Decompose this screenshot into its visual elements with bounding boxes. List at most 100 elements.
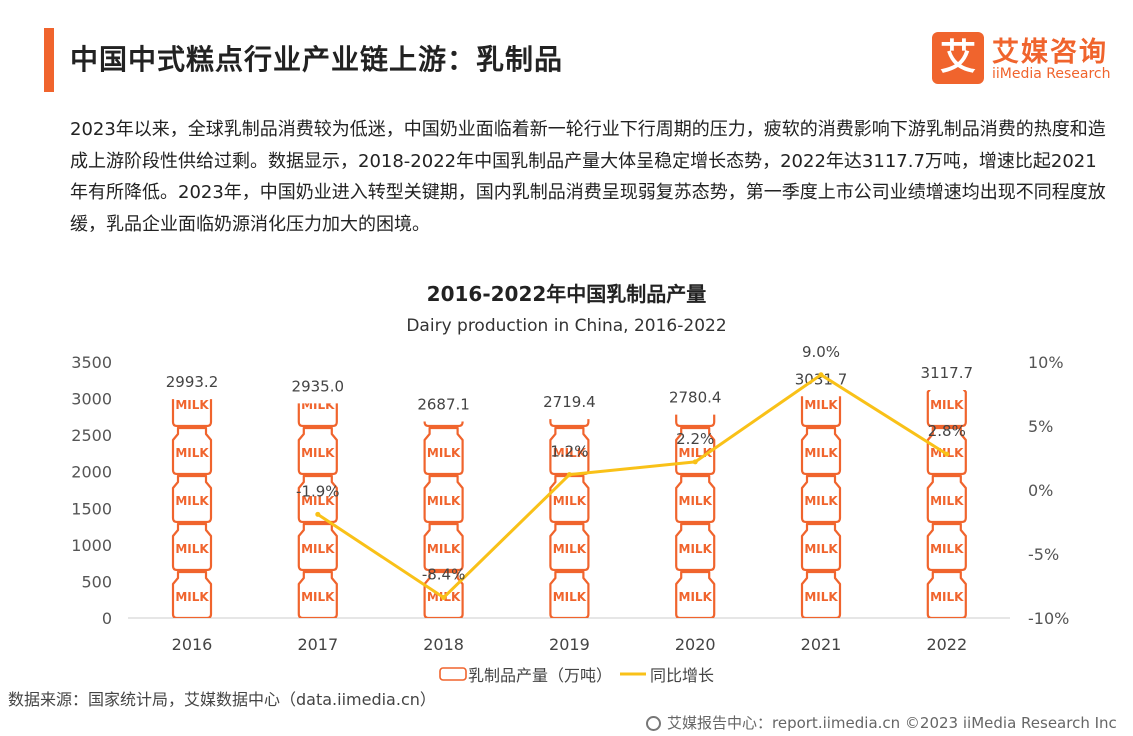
bar-unit: MILK (675, 570, 716, 618)
growth-point (818, 372, 824, 378)
y-left-tick-label: 500 (81, 572, 112, 591)
bar-unit: MILK (800, 522, 842, 572)
milk-carton-text: MILK (553, 446, 587, 460)
bar-unit: MILK (171, 474, 213, 524)
bar-unit: MILK (171, 426, 213, 476)
legend-item-bar: 乳制品产量（万吨） (439, 666, 612, 685)
bar-value-label: 2780.4 (669, 389, 722, 407)
milk-carton-icon (171, 399, 213, 428)
growth-point (566, 472, 572, 478)
milk-carton-icon (926, 570, 967, 619)
growth-value-label: 1.2% (550, 443, 588, 461)
milk-carton-text: MILK (804, 398, 838, 412)
milk-carton-icon (549, 522, 590, 572)
milk-carton-text: MILK (301, 542, 335, 556)
title-accent-bar (44, 28, 54, 92)
milk-carton-text: MILK (553, 542, 587, 556)
growth-point (692, 459, 698, 465)
milk-carton-icon (171, 522, 213, 572)
y-left-tick-label: 2500 (71, 426, 112, 445)
milk-carton-text: MILK (175, 494, 209, 508)
legend-milk-icon (439, 667, 467, 681)
globe-icon (646, 716, 661, 731)
milk-carton-text: MILK (301, 398, 335, 412)
growth-value-label: 2.2% (676, 430, 714, 448)
bar-2017: MILK MILK MILK MILK MILK (297, 398, 338, 618)
logo-text-en: iiMedia Research (992, 66, 1111, 82)
y-left-tick-label: 3500 (71, 353, 112, 372)
bar-unit: MILK (171, 398, 213, 428)
milk-carton-text: MILK (427, 542, 461, 556)
y-left-tick-label: 3000 (71, 390, 112, 409)
chart-title: 2016-2022年中国乳制品产量 (426, 282, 707, 306)
milk-carton-icon (549, 419, 590, 428)
growth-point (441, 595, 447, 601)
milk-carton-icon (297, 403, 338, 428)
bar-value-label: 2935.0 (292, 377, 345, 395)
bar-unit: MILK (171, 570, 213, 618)
description-paragraph: 2023年以来，全球乳制品消费较为低迷，中国奶业面临着新一轮行业下行周期的压力，… (70, 119, 1106, 235)
bar-unit: MILK (423, 522, 464, 572)
growth-value-label: -8.4% (422, 566, 466, 584)
y-right-tick-label: -10% (1028, 609, 1069, 628)
bar-unit: MILK (675, 522, 716, 572)
bar-value-label: 2993.2 (166, 373, 219, 391)
milk-carton-text: MILK (301, 494, 335, 508)
milk-carton-text: MILK (804, 446, 838, 460)
page-title: 中国中式糕点行业产业链上游：乳制品 (70, 43, 564, 76)
milk-carton-icon (297, 570, 338, 618)
growth-point (315, 511, 321, 517)
logo-mark-icon: 艾 (932, 32, 984, 84)
milk-carton-text: MILK (679, 590, 713, 604)
growth-line (316, 373, 948, 600)
milk-carton-icon (171, 570, 213, 618)
x-tick-label: 2019 (549, 635, 590, 654)
milk-carton-text: MILK (804, 542, 838, 556)
milk-carton-icon (423, 421, 464, 428)
x-tick-label: 2022 (926, 635, 967, 654)
milk-carton-text: MILK (930, 398, 964, 412)
bar-unit: MILK (297, 398, 338, 428)
bar-unit: MILK (675, 414, 716, 428)
y-right-tick-label: -5% (1028, 545, 1059, 564)
legend-label: 乳制品产量（万吨） (468, 666, 612, 685)
bar-unit: MILK (423, 474, 464, 524)
y-right-tick-label: 10% (1028, 353, 1064, 372)
milk-carton-icon (800, 522, 842, 572)
bar-unit: MILK (926, 474, 967, 524)
milk-carton-icon (675, 570, 716, 618)
milk-carton-icon (423, 570, 464, 618)
milk-carton-icon (423, 426, 464, 476)
bar-unit: MILK (800, 426, 842, 476)
bar-unit: MILK (549, 474, 590, 524)
milk-carton-icon (800, 426, 842, 476)
legend: 乳制品产量（万吨） 同比增长 (439, 666, 714, 685)
y-right-tick-label: 5% (1028, 417, 1053, 436)
milk-carton-text: MILK (427, 446, 461, 460)
milk-carton-icon (926, 426, 967, 476)
milk-carton-text: MILK (679, 542, 713, 556)
chart-subtitle: Dairy production in China, 2016-2022 (406, 316, 727, 336)
milk-carton-icon (926, 474, 967, 524)
milk-carton-text: MILK (930, 542, 964, 556)
bar-unit: MILK (297, 474, 338, 524)
brand-logo: 艾 艾媒咨询 iiMedia Research (932, 30, 1122, 86)
milk-carton-text: MILK (175, 398, 209, 412)
x-tick-label: 2018 (423, 635, 464, 654)
milk-carton-icon (549, 474, 590, 524)
milk-carton-text: MILK (553, 590, 587, 604)
y-left-tick-label: 2000 (71, 463, 112, 482)
milk-carton-icon (675, 522, 716, 572)
growth-value-label: -1.9% (296, 482, 340, 500)
x-tick-label: 2020 (675, 635, 716, 654)
milk-carton-text: MILK (427, 494, 461, 508)
footer: 艾媒报告中心：report.iimedia.cn ©2023 iiMedia R… (646, 712, 1117, 733)
milk-carton-icon (297, 474, 338, 524)
milk-carton-text: MILK (930, 494, 964, 508)
bar-2021: MILK MILK MILK MILK MILK (800, 396, 842, 618)
milk-carton-icon (297, 426, 338, 476)
bar-unit: MILK (800, 570, 842, 618)
bar-unit: MILK (423, 421, 464, 428)
